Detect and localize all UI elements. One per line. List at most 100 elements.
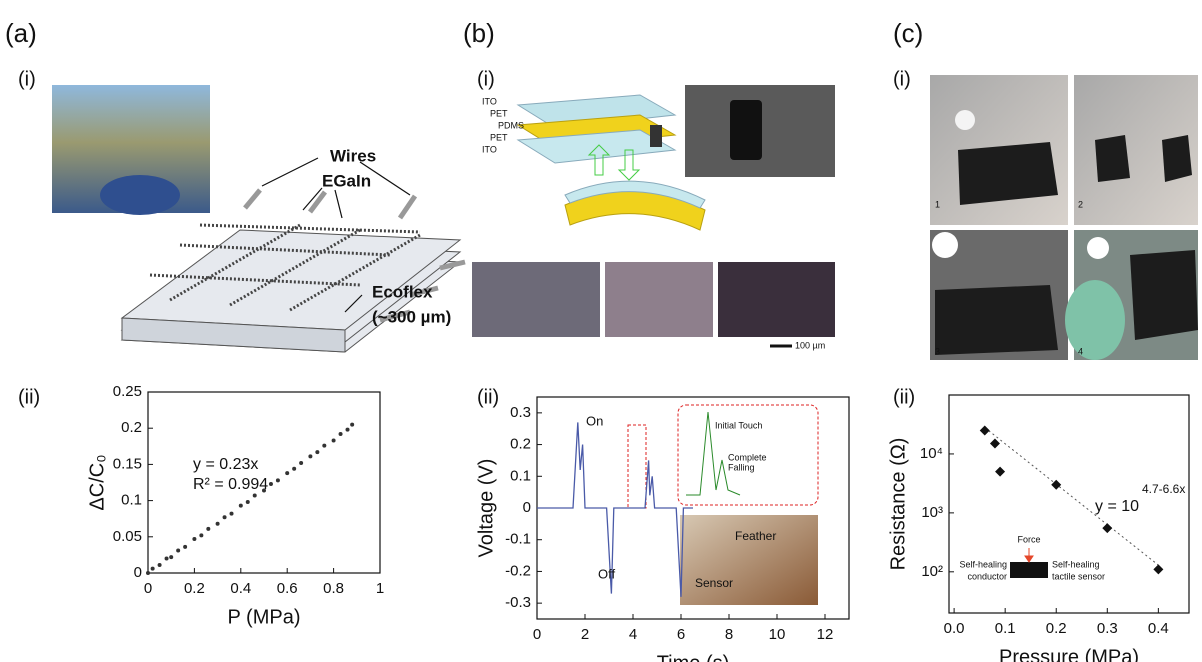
- sub-label: (i): [18, 68, 36, 90]
- sensor-schematic: [518, 95, 705, 230]
- x-tick-label: 2: [581, 626, 589, 643]
- point: [151, 567, 155, 571]
- x-tick-label: 0.8: [323, 580, 344, 597]
- point: [269, 482, 273, 486]
- annotation: Sensor: [695, 576, 733, 590]
- photo-hand: [100, 175, 180, 215]
- y-tick-label: 0.2: [510, 436, 531, 453]
- annotation: ITO: [482, 96, 497, 106]
- sub-label: (ii): [893, 386, 915, 408]
- annotation: 4.7-6.6x: [1142, 482, 1185, 496]
- sub-label: (ii): [18, 386, 40, 408]
- point: [292, 467, 296, 471]
- annotation: 3: [935, 346, 940, 356]
- x-tick-label: 0.6: [277, 580, 298, 597]
- point: [183, 545, 187, 549]
- x-tick-label: 0.0: [944, 620, 965, 637]
- sub-label: (i): [477, 68, 495, 90]
- sem-image: [605, 262, 713, 337]
- point: [350, 423, 354, 427]
- point: [239, 504, 243, 508]
- point: [1102, 523, 1112, 533]
- point: [169, 555, 173, 559]
- x-tick-label: 0: [533, 626, 541, 643]
- annotation: (~300 µm): [372, 307, 451, 326]
- annotation: PET: [490, 132, 508, 142]
- point: [223, 515, 227, 519]
- y-tick-label: 0.3: [510, 404, 531, 421]
- inset-label: conductor: [967, 571, 1007, 581]
- panel-label: (b): [463, 18, 495, 48]
- point: [346, 428, 350, 432]
- annotation: PDMS: [498, 120, 524, 130]
- annotation: 100 µm: [795, 340, 825, 350]
- x-axis-label: P (MPa): [228, 606, 301, 628]
- y-tick-label: 0.1: [121, 492, 142, 509]
- point: [285, 471, 289, 475]
- annotation: Off: [598, 566, 615, 581]
- y-axis-label: Voltage (V): [475, 459, 497, 558]
- point: [990, 439, 1000, 449]
- sub-label: (i): [893, 68, 911, 90]
- y-tick-label: -0.1: [505, 531, 531, 548]
- annotation: 2: [1078, 199, 1083, 209]
- x-tick-label: 0.2: [184, 580, 205, 597]
- y-tick-label: 0.2: [121, 419, 142, 436]
- annotation: 1: [935, 199, 940, 209]
- x-tick-label: 0: [144, 580, 152, 597]
- y-tick-label: -0.2: [505, 562, 531, 579]
- annotation: Initial Touch: [715, 420, 762, 430]
- sem-image: [472, 262, 600, 337]
- x-tick-label: 10: [769, 626, 786, 643]
- x-tick-label: 0.1: [995, 620, 1016, 637]
- annotation: EGaIn: [322, 171, 371, 190]
- y-tick-label: 0.05: [113, 528, 142, 545]
- x-axis-label: Time (s): [657, 652, 730, 662]
- annotation: R² = 0.994: [193, 476, 268, 493]
- inset-label: Force: [1017, 534, 1040, 544]
- annotation: Complete: [728, 452, 767, 462]
- point: [146, 571, 150, 575]
- annotation: ITO: [482, 144, 497, 154]
- y-tick-label: 10³: [921, 504, 943, 521]
- x-tick-label: 4: [629, 626, 637, 643]
- panel-label: (c): [893, 18, 923, 48]
- annotation: Ecoflex: [372, 282, 433, 301]
- point: [206, 527, 210, 531]
- inset-label: tactile sensor: [1052, 571, 1105, 581]
- y-tick-label: 10²: [921, 563, 943, 580]
- y-tick-label: -0.3: [505, 594, 531, 611]
- x-tick-label: 0.2: [1046, 620, 1067, 637]
- point: [332, 439, 336, 443]
- sub-label: (ii): [477, 386, 499, 408]
- point: [1153, 564, 1163, 574]
- inset-label: Self-healing: [1052, 559, 1100, 569]
- x-tick-label: 6: [677, 626, 685, 643]
- point: [995, 467, 1005, 477]
- point: [308, 454, 312, 458]
- point: [192, 537, 196, 541]
- y-tick-label: 10⁴: [920, 445, 943, 462]
- point: [216, 522, 220, 526]
- x-tick-label: 12: [817, 626, 834, 643]
- point: [230, 512, 234, 516]
- y-axis-label: ΔC/C₀: [86, 454, 108, 510]
- annotation: y = 10: [1095, 498, 1139, 515]
- x-axis-label: Pressure (MPa): [999, 646, 1139, 662]
- annotation: y = 0.23x: [193, 456, 258, 473]
- y-tick-label: 0.15: [113, 455, 142, 472]
- x-tick-label: 0.4: [230, 580, 251, 597]
- point: [246, 500, 250, 504]
- x-tick-label: 0.3: [1097, 620, 1118, 637]
- point: [315, 450, 319, 454]
- point: [339, 432, 343, 436]
- trendline: [985, 428, 1159, 566]
- zoom-box: [628, 425, 646, 508]
- y-tick-label: 0.25: [113, 383, 142, 400]
- annotation: Feather: [735, 529, 776, 543]
- annotation: 4: [1078, 346, 1083, 356]
- point: [165, 557, 169, 561]
- annotation: On: [586, 413, 603, 428]
- panel-label: (a): [5, 18, 37, 48]
- sem-image: [718, 262, 835, 337]
